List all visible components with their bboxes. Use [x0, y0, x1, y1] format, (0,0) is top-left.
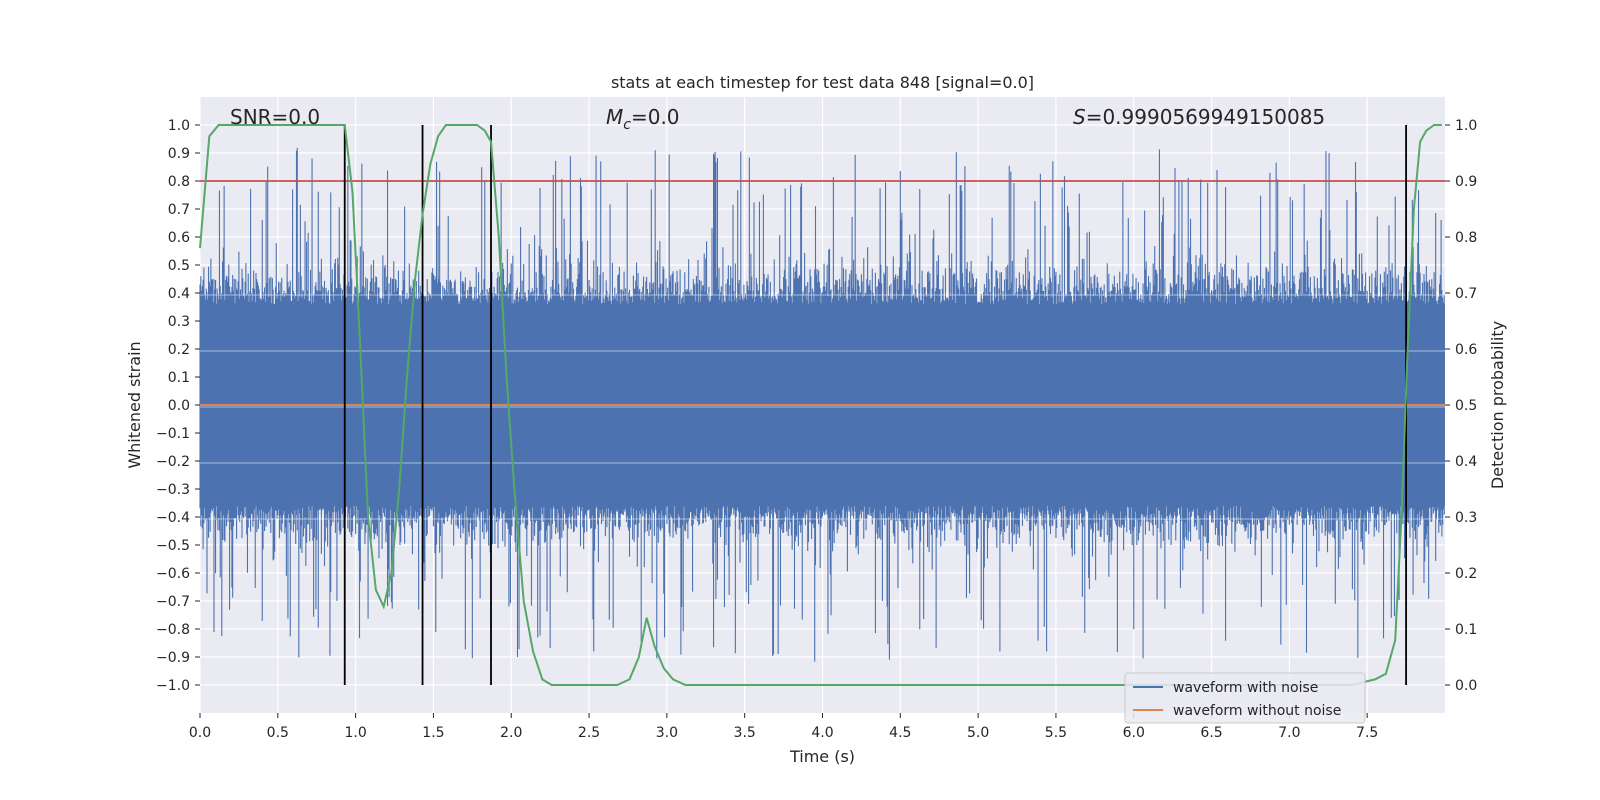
x-tick-label: 7.5: [1356, 725, 1378, 741]
x-tick-label: 5.0: [967, 725, 989, 741]
y-tick-label: 0.0: [168, 398, 190, 414]
x-tick-label: 3.0: [656, 725, 678, 741]
y-tick-label: 0.1: [168, 370, 190, 386]
y-axis-ticks: 1.0 0.9 0.8 0.7 0.6 0.5 0.4 0.3 0.2 0.1 0.0 −0.1 −0.…: [156, 118, 200, 694]
y-tick-label: 0.9: [168, 146, 190, 162]
mc-symbol: M: [606, 105, 623, 129]
legend-label-clean: waveform without noise: [1173, 703, 1341, 719]
y-tick-label: −0.7: [156, 594, 190, 610]
y2-tick-label: 0.9: [1455, 174, 1477, 190]
chirp-mass-annotation: Mc=0.0: [606, 105, 680, 133]
y-tick-label: 0.7: [168, 202, 190, 218]
y2-tick-label: 0.6: [1455, 342, 1477, 358]
y-tick-label: −0.8: [156, 622, 190, 638]
y-tick-label: 0.8: [168, 174, 190, 190]
x-tick-label: 6.0: [1123, 725, 1145, 741]
legend-box: [1124, 672, 1366, 724]
legend-label-noise: waveform with noise: [1173, 680, 1318, 696]
y-tick-label: 0.4: [168, 286, 190, 302]
noise-series: [199, 147, 1445, 662]
x-tick-label: 4.5: [889, 725, 911, 741]
y-axis-label: Whitened strain: [125, 341, 144, 468]
score-annotation: S=0.9990569949150085: [1073, 105, 1325, 129]
y-tick-label: 1.0: [168, 118, 190, 134]
x-tick-label: 5.5: [1045, 725, 1067, 741]
y2-tick-label: 0.1: [1455, 622, 1477, 638]
x-tick-label: 4.0: [811, 725, 833, 741]
y-tick-label: −0.3: [156, 482, 190, 498]
x-tick-label: 0.5: [267, 725, 289, 741]
y2-axis-ticks: 1.0 0.9 0.8 0.7 0.6 0.5 0.4 0.3 0.2 0.1 0.0: [1445, 118, 1477, 694]
chart-title: stats at each timestep for test data 848…: [611, 73, 1034, 92]
x-tick-label: 3.5: [734, 725, 756, 741]
y-tick-label: 0.2: [168, 342, 190, 358]
x-tick-label: 2.0: [500, 725, 522, 741]
y-tick-label: −0.1: [156, 426, 190, 442]
legend: waveform with noise waveform without noi…: [1124, 672, 1366, 724]
y2-axis-label: Detection probability: [1488, 321, 1507, 489]
y-tick-label: −0.5: [156, 538, 190, 554]
x-tick-label: 1.5: [422, 725, 444, 741]
s-value: =0.9990569949150085: [1086, 105, 1325, 129]
snr-annotation: SNR=0.0: [230, 105, 320, 129]
y2-tick-label: 0.5: [1455, 398, 1477, 414]
x-axis-label: Time (s): [789, 747, 855, 766]
x-axis-ticks: 0.0 0.5 1.0 1.5 2.0 2.5 3.0 3.5 4.0 4.5 5.0 5.5 6.0 6…: [189, 713, 1378, 741]
y-tick-label: −0.6: [156, 566, 190, 582]
y-tick-label: −0.4: [156, 510, 190, 526]
x-tick-label: 1.0: [344, 725, 366, 741]
y2-tick-label: 0.8: [1455, 230, 1477, 246]
y2-tick-label: 0.4: [1455, 454, 1477, 470]
y2-tick-label: 0.7: [1455, 286, 1477, 302]
y2-tick-label: 0.2: [1455, 566, 1477, 582]
y-tick-label: 0.5: [168, 258, 190, 274]
x-tick-label: 6.5: [1200, 725, 1222, 741]
y-tick-label: −1.0: [156, 678, 190, 694]
y2-tick-label: 0.3: [1455, 510, 1477, 526]
y-tick-label: 0.6: [168, 230, 190, 246]
x-tick-label: 0.0: [189, 725, 211, 741]
s-symbol: S: [1073, 105, 1086, 129]
x-tick-label: 7.0: [1278, 725, 1300, 741]
y-tick-label: 0.3: [168, 314, 190, 330]
mc-subscript: c: [623, 117, 631, 133]
y2-tick-label: 0.0: [1455, 678, 1477, 694]
x-tick-label: 2.5: [578, 725, 600, 741]
y-tick-label: −0.2: [156, 454, 190, 470]
mc-value: =0.0: [631, 105, 680, 129]
y2-tick-label: 1.0: [1455, 118, 1477, 134]
y-tick-label: −0.9: [156, 650, 190, 666]
